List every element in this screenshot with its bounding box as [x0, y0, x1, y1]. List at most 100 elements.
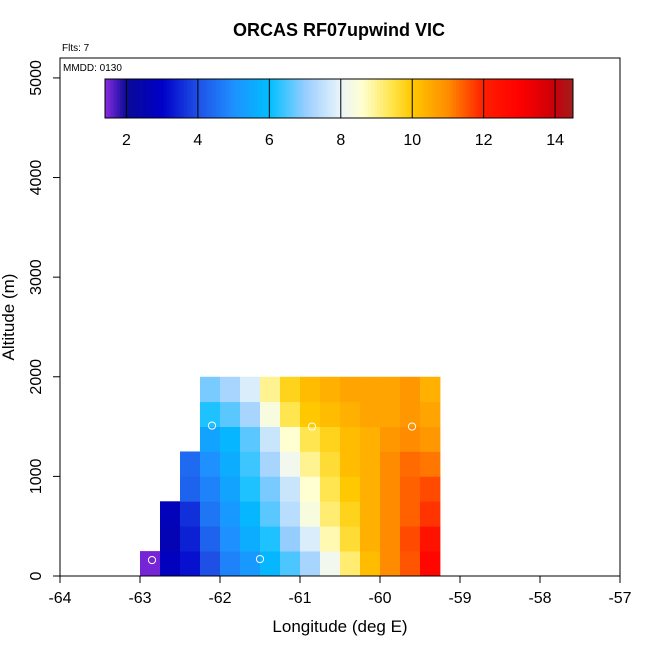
colorbar-swatch	[219, 79, 223, 118]
heatmap-cell	[220, 476, 241, 502]
colorbar-swatch	[491, 79, 495, 118]
colorbar-swatch	[382, 79, 387, 118]
heatmap-cell	[220, 451, 241, 477]
heatmap-cell	[380, 426, 401, 452]
colorbar-swatch	[400, 79, 404, 118]
colorbar-swatch	[549, 79, 554, 118]
flight-point	[147, 555, 157, 565]
heatmap-cell	[360, 476, 381, 502]
colorbar-swatch	[494, 79, 498, 118]
colorbar-swatch	[435, 79, 439, 118]
heatmap-cell	[420, 476, 441, 502]
colorbar-swatch	[374, 79, 378, 118]
colorbar-swatch	[148, 79, 153, 118]
colorbar-swatch	[277, 79, 281, 118]
colorbar-swatch	[330, 79, 334, 118]
flight-point	[467, 555, 477, 565]
colorbar-swatch	[458, 79, 463, 118]
colorbar-swatch	[134, 79, 138, 118]
heatmap-cell	[200, 526, 221, 552]
heatmap-cell	[240, 376, 261, 403]
heatmap-cell	[260, 526, 281, 552]
colorbar-swatch	[423, 79, 428, 118]
colorbar-swatch	[245, 79, 249, 118]
colorbar-swatch	[274, 79, 279, 118]
heatmap-cell	[300, 501, 321, 527]
heatmap-cell	[340, 551, 361, 577]
colorbar-swatch	[163, 79, 167, 118]
colorbar-swatch	[172, 79, 176, 118]
heatmap-cell	[280, 426, 301, 452]
colorbar-swatch	[207, 79, 211, 118]
heatmap-cell	[260, 376, 281, 403]
x-tick-label: -57	[608, 590, 631, 607]
heatmap-cell	[400, 501, 421, 527]
colorbar-swatch	[230, 79, 235, 118]
y-axis: 0 1000 2000 3000 4000 5000	[28, 60, 60, 580]
colorbar-swatch	[137, 79, 141, 118]
heatmap-cell	[200, 551, 221, 577]
heatmap-cell	[240, 551, 261, 577]
colorbar-swatch	[473, 79, 477, 118]
colorbar-swatch	[298, 79, 302, 118]
heatmap-cell	[220, 501, 241, 527]
colorbar-swatch	[110, 79, 115, 118]
colorbar-swatch	[169, 79, 173, 118]
colorbar-swatch	[192, 79, 197, 118]
colorbar-swatch	[385, 79, 390, 118]
heatmap-cell	[420, 401, 441, 427]
heatmap-cell	[320, 501, 341, 527]
x-tick-label: -58	[528, 590, 551, 607]
colorbar-swatch	[526, 79, 530, 118]
colorbar-swatch	[280, 79, 284, 118]
colorbar-swatch	[438, 79, 442, 118]
colorbar-swatch	[224, 79, 229, 118]
colorbar-swatch	[254, 79, 258, 118]
colorbar-swatch	[181, 79, 185, 118]
colorbar-swatch	[453, 79, 457, 118]
heatmap-cell	[140, 551, 161, 577]
heatmap-cell	[400, 476, 421, 502]
flight-point	[475, 404, 485, 413]
colorbar-swatch	[543, 79, 548, 118]
colorbar-tick-label: 2	[122, 132, 131, 149]
colorbar-swatch	[289, 79, 293, 118]
heatmap-cell	[340, 426, 361, 452]
colorbar-swatch	[198, 79, 203, 118]
flight-point	[307, 422, 317, 431]
heatmap-cell	[340, 501, 361, 527]
heatmap-cell	[240, 451, 261, 477]
colorbar-swatch	[268, 79, 273, 118]
colorbar-swatch	[350, 79, 355, 118]
heatmap-cell	[280, 501, 301, 527]
colorbar-swatch	[324, 79, 328, 118]
colorbar-swatch	[321, 79, 325, 118]
heatmap-cells	[140, 376, 441, 577]
heatmap-cell	[300, 451, 321, 477]
colorbar-swatch	[260, 79, 264, 118]
colorbar-swatch	[368, 79, 372, 118]
y-axis-label: Altitude (m)	[0, 274, 18, 361]
heatmap-cell	[180, 526, 201, 552]
colorbar-swatch	[464, 79, 469, 118]
colorbar-swatch	[379, 79, 384, 118]
colorbar-swatch	[251, 79, 255, 118]
colorbar-swatch	[318, 79, 322, 118]
y-tick-label: 4000	[28, 160, 45, 196]
colorbar-swatch	[292, 79, 296, 118]
colorbar-swatch	[456, 79, 460, 118]
heatmap-cell	[280, 526, 301, 552]
colorbar-swatch	[365, 79, 369, 118]
flight-point	[407, 422, 417, 431]
heatmap-cell	[420, 451, 441, 477]
y-tick-label: 0	[28, 571, 45, 580]
heatmap-cell	[380, 376, 401, 403]
heatmap-cell	[360, 376, 381, 403]
colorbar-swatch	[309, 79, 314, 118]
colorbar-swatch	[388, 79, 393, 118]
colorbar-swatch	[359, 79, 363, 118]
colorbar-swatch	[143, 79, 147, 118]
heatmap-cell	[180, 476, 201, 502]
colorbar-swatch	[286, 79, 290, 118]
colorbar-swatch	[532, 79, 536, 118]
